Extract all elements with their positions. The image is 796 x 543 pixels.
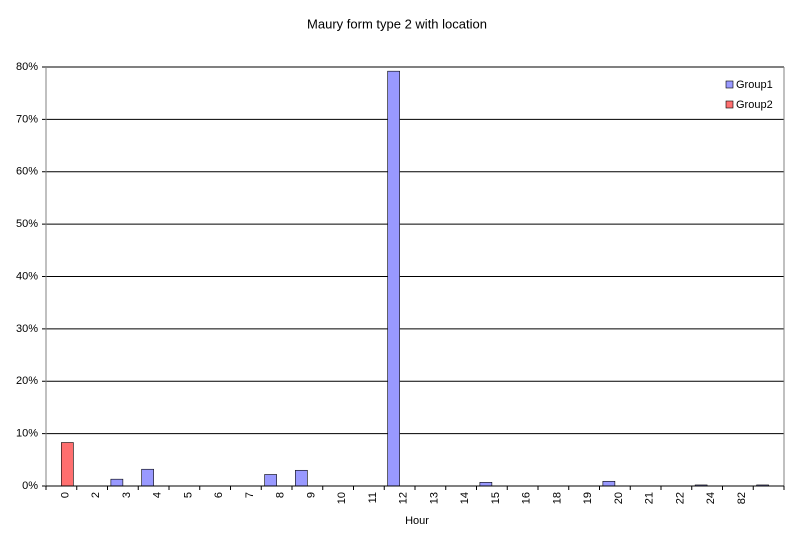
legend-swatch [725, 80, 734, 89]
legend-label: Group1 [736, 79, 773, 91]
x-tick-label: 8 [275, 492, 287, 498]
legend-label: Group2 [736, 99, 773, 111]
x-tick-label: 19 [582, 492, 594, 504]
x-axis-label: Hour [405, 515, 429, 527]
x-tick-label: 7 [244, 492, 256, 498]
x-tick-label: 13 [428, 492, 440, 504]
y-tick-label: 0% [22, 480, 38, 492]
y-tick-label: 80% [16, 61, 38, 73]
y-tick-label: 70% [16, 113, 38, 125]
y-tick-label: 30% [16, 323, 38, 335]
y-tick-label: 40% [16, 270, 38, 282]
x-tick-label: 16 [521, 492, 533, 504]
x-tick-label: 3 [121, 492, 133, 498]
x-tick-label: 18 [551, 492, 563, 504]
x-tick-label: 4 [152, 492, 164, 498]
legend-swatch [725, 100, 734, 109]
x-tick-label: 6 [213, 492, 225, 498]
y-tick-label: 50% [16, 218, 38, 230]
bar [295, 469, 308, 487]
bar [141, 468, 154, 487]
x-tick-label: 11 [367, 492, 379, 503]
bar [61, 442, 74, 487]
x-tick-label: 24 [705, 492, 717, 504]
x-tick-label: 9 [305, 492, 317, 498]
bar [479, 482, 493, 487]
bar [602, 480, 616, 487]
x-tick-label: 15 [490, 492, 502, 504]
y-tick-label: 10% [16, 428, 38, 440]
bar [387, 70, 400, 487]
y-tick-label: 60% [16, 166, 38, 178]
x-tick-label: 21 [644, 492, 656, 504]
x-tick-label: 14 [459, 492, 471, 504]
x-tick-label: 0 [59, 492, 71, 498]
x-tick-label: 10 [336, 492, 348, 504]
bar [110, 478, 124, 487]
x-tick-label: 2 [90, 492, 102, 498]
bar [264, 474, 277, 487]
chart-title: Maury form type 2 with location [307, 16, 487, 31]
x-tick-label: 20 [613, 492, 625, 504]
x-tick-label: 5 [182, 492, 194, 498]
x-tick-label: 12 [398, 492, 410, 504]
y-tick-label: 20% [16, 375, 38, 387]
x-tick-label: 82 [736, 492, 748, 504]
x-tick-label: 22 [674, 492, 686, 504]
